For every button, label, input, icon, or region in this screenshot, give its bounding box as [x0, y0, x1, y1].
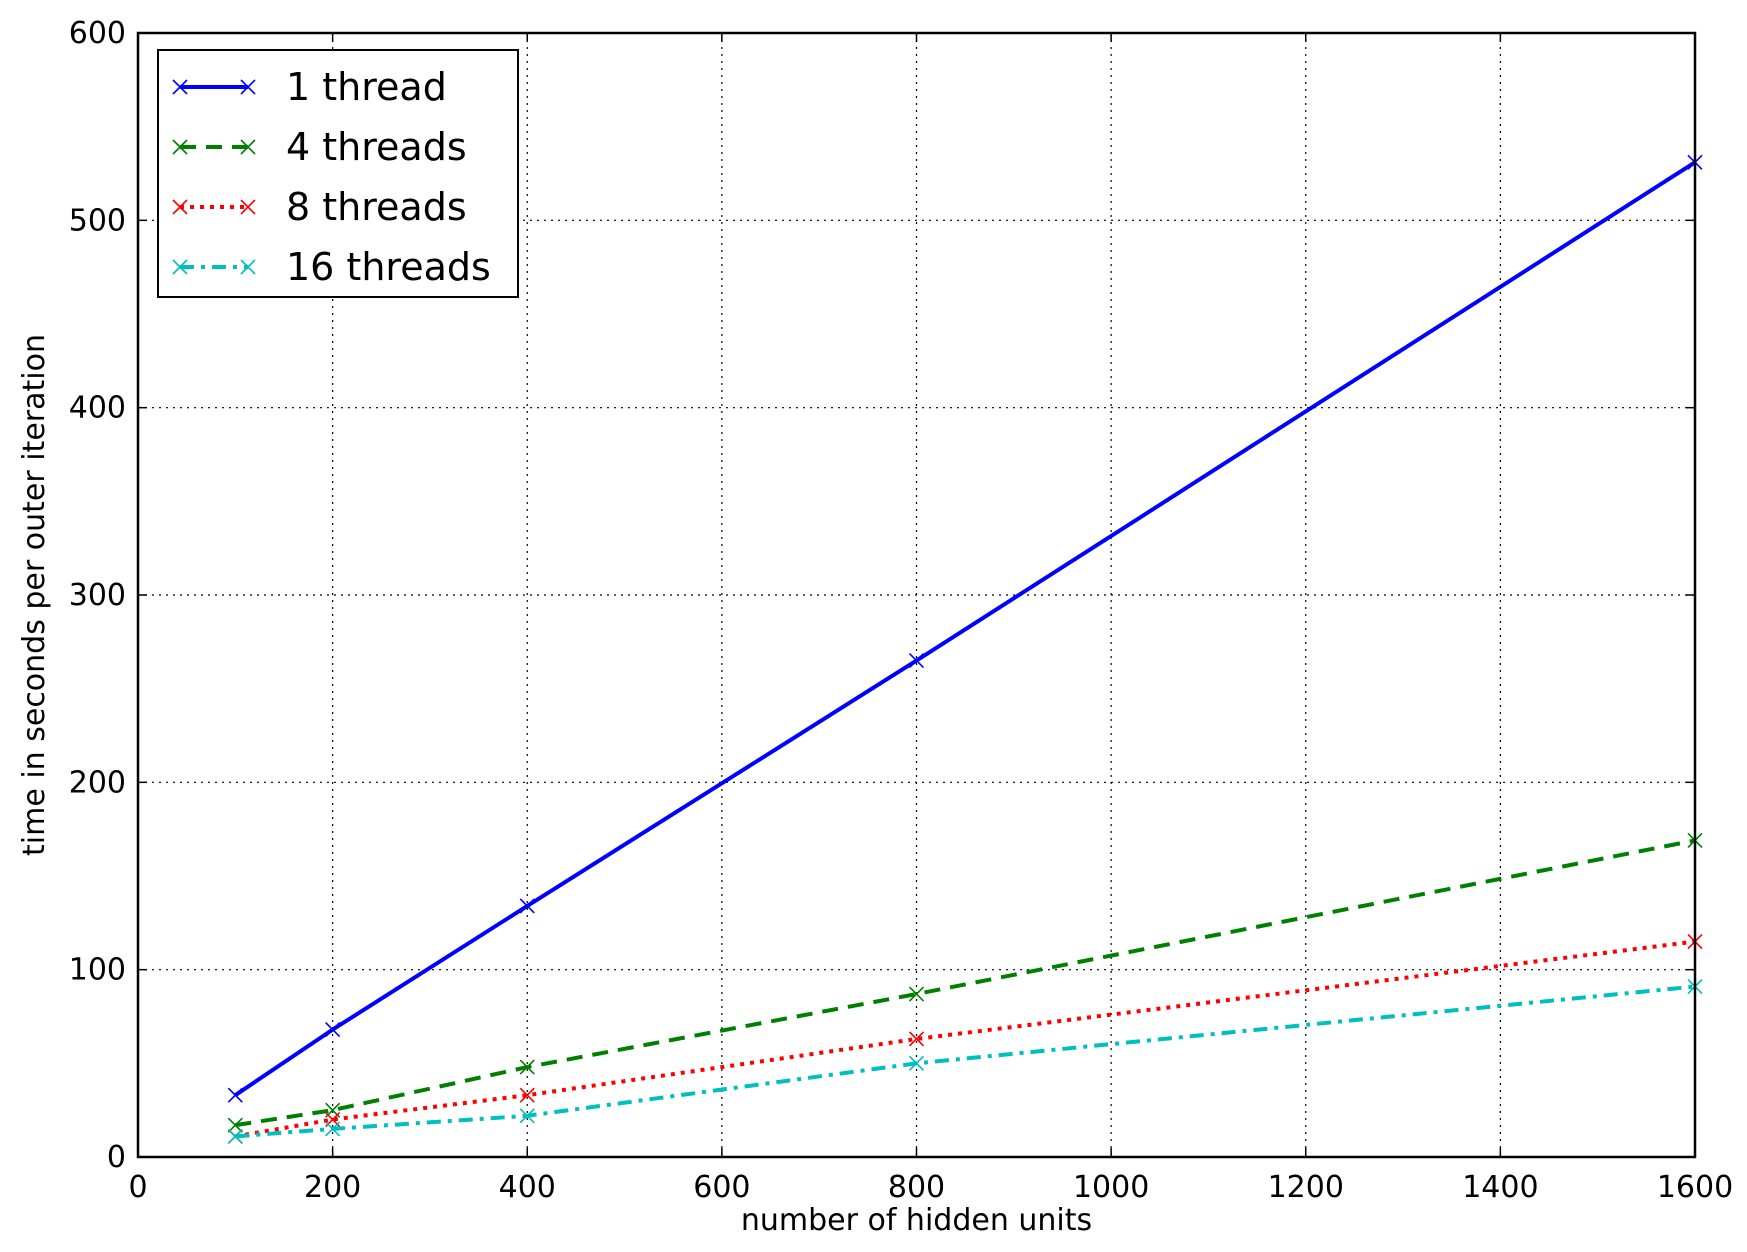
y-tick-label: 600	[69, 16, 126, 51]
series-line-2	[234, 939, 1696, 1139]
x-tick-label: 0	[128, 1170, 147, 1205]
y-tick-label: 200	[69, 765, 126, 800]
x-axis-label: number of hidden units	[741, 1203, 1092, 1238]
series-3-point	[325, 1121, 341, 1137]
series-0-point	[908, 653, 925, 669]
series-1-point	[908, 986, 925, 1002]
series-1-point	[227, 1117, 243, 1133]
y-tick-label: 100	[69, 953, 126, 988]
series-line-0	[234, 160, 1697, 1097]
x-tick-label: 1000	[1073, 1170, 1149, 1205]
legend-label-3: 16 threads	[286, 245, 491, 289]
series-3-point	[908, 1055, 925, 1071]
legend-marker-0	[240, 79, 256, 95]
x-tick-label: 1200	[1268, 1170, 1344, 1205]
series-0-point	[519, 898, 535, 914]
legend-label-2: 8 threads	[286, 185, 467, 229]
x-tick-label: 400	[499, 1170, 556, 1205]
x-tick-label: 800	[888, 1170, 945, 1205]
legend-label-0: 1 thread	[286, 65, 447, 109]
x-tick-label: 1400	[1462, 1170, 1538, 1205]
y-tick-label: 0	[107, 1140, 126, 1175]
series-3-point	[519, 1108, 535, 1124]
x-tick-label: 200	[304, 1170, 361, 1205]
legend-marker-3	[172, 259, 188, 275]
series-0-point	[227, 1087, 243, 1103]
y-axis-label: time in seconds per outer iteration	[17, 334, 52, 856]
x-tick-label: 600	[693, 1170, 750, 1205]
series-0-point	[325, 1022, 341, 1038]
series-3-point	[227, 1128, 243, 1144]
legend-marker-2	[240, 199, 256, 215]
legend-box	[157, 49, 519, 298]
series-1-point	[519, 1059, 535, 1075]
legend: 1 thread 4 threads 8 threads 16 threads	[157, 49, 519, 298]
ticks-layer: 0 200 400 600 800 1000 1200 1400 1600 0 100 200 300 4…	[69, 16, 1733, 1205]
x-tick-label: 1600	[1657, 1170, 1733, 1205]
series-layer	[227, 154, 1703, 1144]
y-tick-label: 400	[69, 391, 126, 426]
series-2-point	[519, 1087, 535, 1103]
legend-marker-3	[240, 259, 256, 275]
y-tick-label: 500	[69, 203, 126, 238]
legend-marker-1	[172, 139, 188, 155]
series-line-1	[235, 838, 1696, 1128]
series-2-point	[908, 1031, 925, 1047]
legend-marker-2	[172, 199, 188, 215]
legend-marker-1	[240, 139, 256, 155]
legend-label-1: 4 threads	[286, 125, 467, 169]
series-line-3	[235, 984, 1696, 1139]
y-tick-label: 300	[69, 578, 126, 613]
legend-marker-0	[172, 79, 188, 95]
